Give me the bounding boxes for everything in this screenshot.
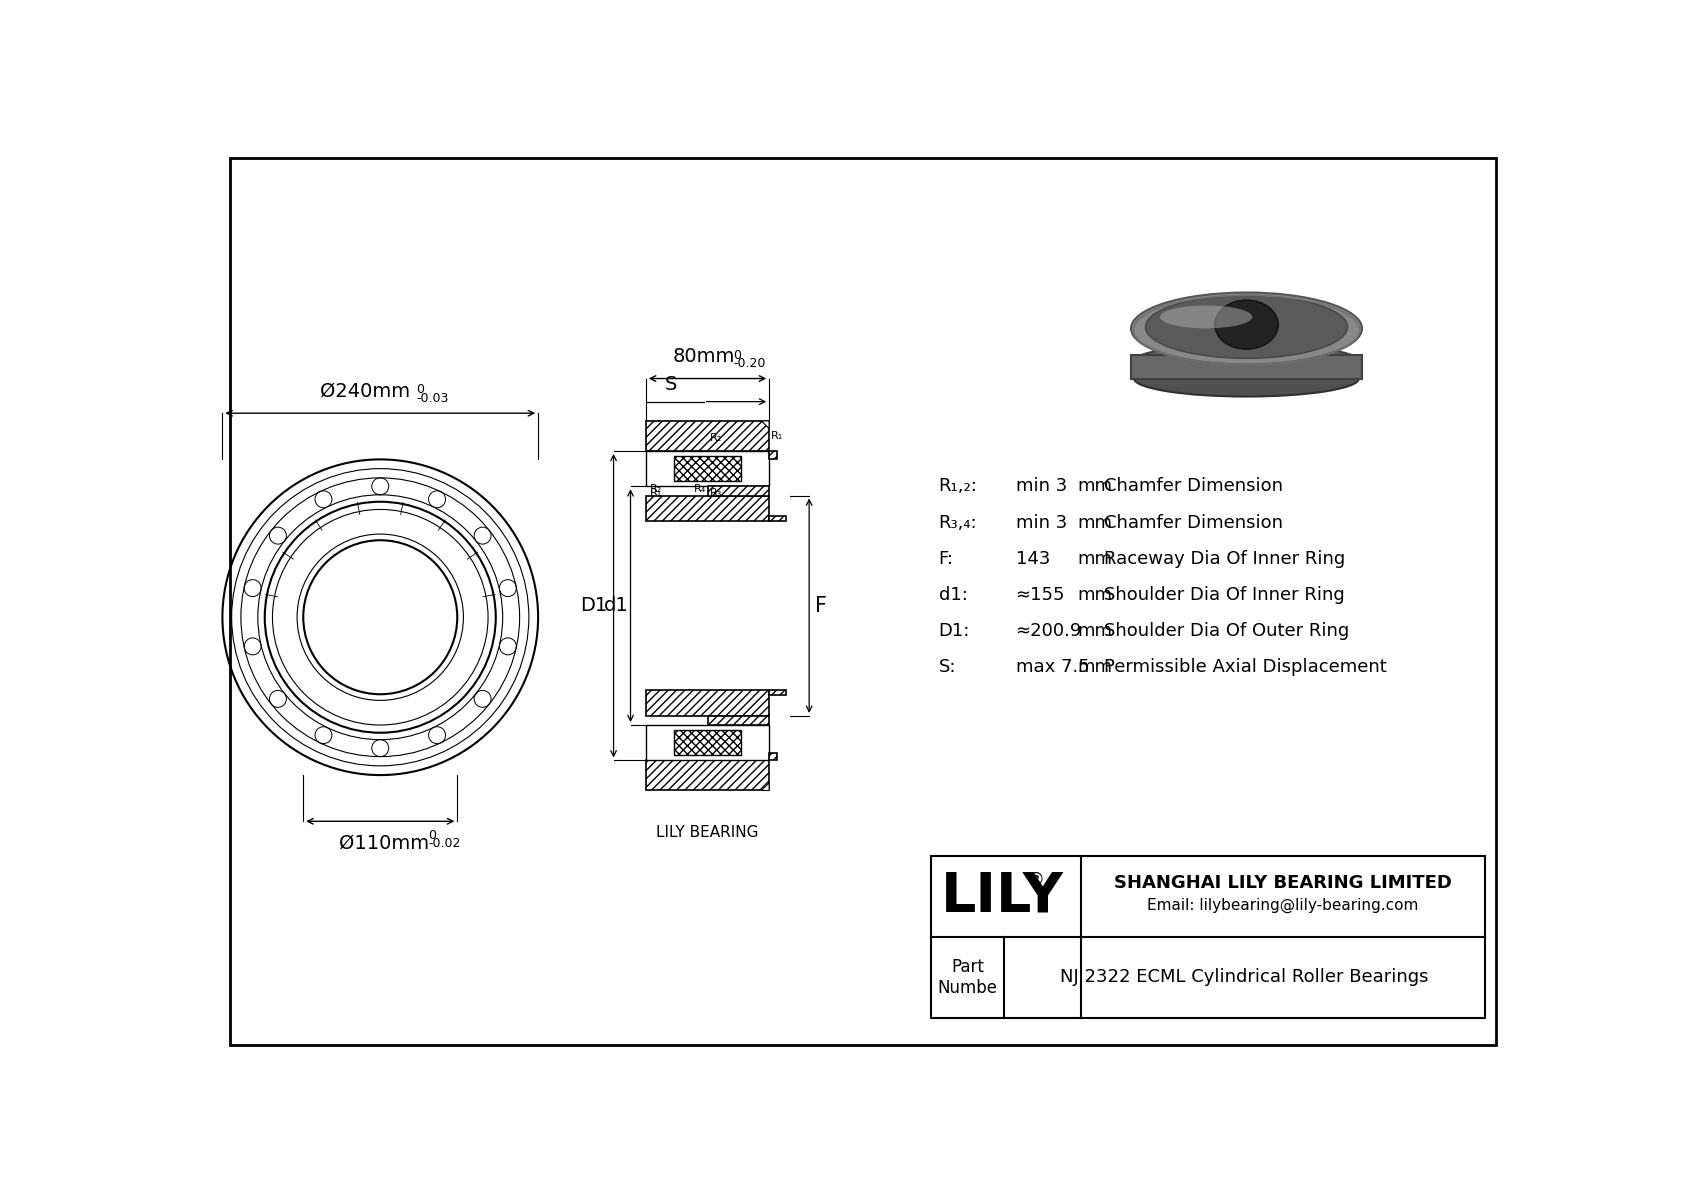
Polygon shape [761, 782, 770, 791]
Bar [1132, 355, 1362, 379]
Bar [647, 691, 770, 716]
Bar [770, 691, 786, 696]
Text: Ø240mm: Ø240mm [320, 382, 409, 401]
Text: -0.03: -0.03 [416, 392, 450, 405]
Text: R₂: R₂ [650, 484, 662, 494]
Text: R₁: R₁ [650, 487, 662, 498]
Bar [707, 486, 770, 495]
Text: R₄: R₄ [694, 484, 706, 494]
Text: mm: mm [1078, 659, 1111, 676]
Bar [770, 753, 776, 760]
Text: mm: mm [1078, 478, 1111, 495]
Polygon shape [761, 420, 770, 429]
Text: LILY: LILY [941, 869, 1064, 923]
Ellipse shape [1145, 295, 1347, 358]
Text: Chamfer Dimension: Chamfer Dimension [1105, 478, 1283, 495]
Text: F:: F: [938, 550, 953, 568]
Text: 0: 0 [428, 829, 436, 842]
Bar [707, 716, 770, 725]
Text: Shoulder Dia Of Outer Ring: Shoulder Dia Of Outer Ring [1105, 622, 1349, 640]
Text: mm: mm [1078, 622, 1111, 640]
Bar [770, 516, 786, 520]
Text: min 3: min 3 [1015, 478, 1066, 495]
Text: Raceway Dia Of Inner Ring: Raceway Dia Of Inner Ring [1105, 550, 1346, 568]
Text: min 3: min 3 [1015, 513, 1066, 531]
Bar [647, 495, 770, 520]
Bar [647, 725, 770, 760]
Text: max 7.5: max 7.5 [1015, 659, 1090, 676]
Bar [674, 456, 741, 481]
Text: R₁,₂:: R₁,₂: [938, 478, 977, 495]
Text: 0: 0 [733, 349, 741, 362]
Text: 80mm: 80mm [672, 348, 734, 366]
Ellipse shape [1133, 361, 1359, 397]
Text: d1: d1 [603, 597, 628, 616]
Text: -0.02: -0.02 [428, 837, 460, 850]
Text: Permissible Axial Displacement: Permissible Axial Displacement [1105, 659, 1388, 676]
Ellipse shape [1214, 300, 1278, 349]
Text: Chamfer Dimension: Chamfer Dimension [1105, 513, 1283, 531]
Text: mm: mm [1078, 513, 1111, 531]
Ellipse shape [1132, 343, 1362, 382]
Text: Shoulder Dia Of Inner Ring: Shoulder Dia Of Inner Ring [1105, 586, 1346, 604]
Bar [647, 451, 770, 486]
Text: -0.20: -0.20 [733, 357, 765, 370]
Bar [674, 730, 741, 755]
Ellipse shape [1160, 305, 1253, 329]
Text: R₃: R₃ [711, 487, 722, 498]
Text: 0: 0 [416, 384, 424, 397]
Text: F: F [815, 596, 827, 616]
Text: Part
Numbe: Part Numbe [938, 958, 997, 997]
Text: d1:: d1: [938, 586, 967, 604]
Text: SHANGHAI LILY BEARING LIMITED: SHANGHAI LILY BEARING LIMITED [1115, 873, 1452, 892]
Text: mm: mm [1078, 550, 1111, 568]
Text: 143: 143 [1015, 550, 1049, 568]
Text: Ø110mm: Ø110mm [338, 834, 429, 853]
Text: ≈200.9: ≈200.9 [1015, 622, 1081, 640]
Bar [647, 760, 770, 791]
Ellipse shape [1132, 293, 1362, 364]
Text: NJ 2322 ECML Cylindrical Roller Bearings: NJ 2322 ECML Cylindrical Roller Bearings [1061, 968, 1428, 986]
Text: D1: D1 [581, 597, 608, 616]
Text: mm: mm [1078, 586, 1111, 604]
Text: R₁: R₁ [771, 431, 783, 442]
Text: R₃,₄:: R₃,₄: [938, 513, 977, 531]
Bar [770, 451, 776, 459]
Text: LILY BEARING: LILY BEARING [657, 825, 759, 840]
Text: Email: lilybearing@lily-bearing.com: Email: lilybearing@lily-bearing.com [1147, 898, 1420, 913]
Bar [931, 856, 1485, 1017]
Text: ≈155: ≈155 [1015, 586, 1064, 604]
Text: R₂: R₂ [711, 434, 722, 443]
Text: S:: S: [938, 659, 957, 676]
Text: S: S [665, 375, 677, 394]
Text: D1:: D1: [938, 622, 970, 640]
Bar [647, 420, 770, 451]
Text: ®: ® [1027, 871, 1044, 888]
